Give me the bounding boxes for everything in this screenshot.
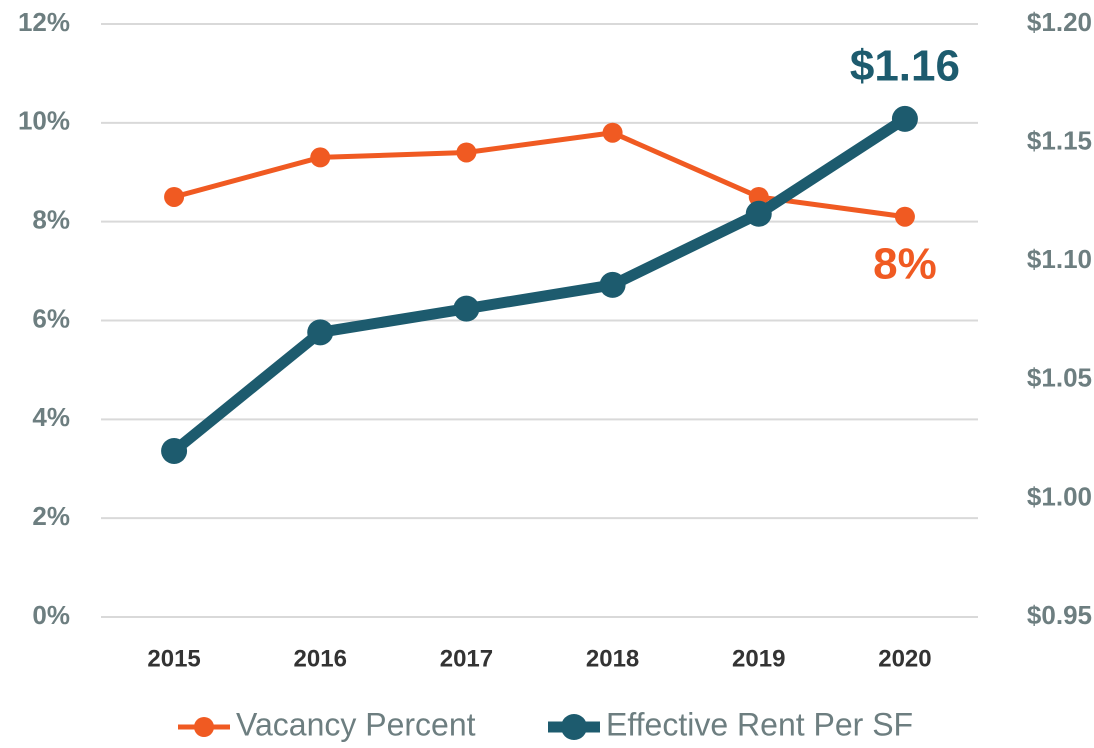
data-label: 8% [873, 239, 937, 288]
x-tick-label: 2017 [440, 645, 493, 672]
y-tick-label: 12% [18, 7, 70, 37]
x-tick-label: 2020 [878, 645, 931, 672]
y2-tick-label: $1.00 [1027, 481, 1092, 511]
y-tick-label: 4% [32, 402, 70, 432]
x-tick-label: 2016 [294, 645, 347, 672]
series-line [170, 114, 908, 456]
x-tick-label: 2018 [586, 645, 639, 672]
series-point [745, 200, 772, 227]
series-point [307, 319, 334, 346]
x-tick-label: 2015 [147, 645, 200, 672]
y-tick-label: 2% [32, 501, 70, 531]
legend-marker [194, 717, 214, 737]
series-point [894, 206, 915, 227]
series-point [164, 186, 185, 207]
y-tick-label: 8% [32, 205, 70, 235]
series-line [173, 130, 906, 220]
y2-tick-label: $0.95 [1027, 600, 1092, 630]
y2-tick-label: $1.20 [1027, 7, 1092, 37]
x-tick-label: 2019 [732, 645, 785, 672]
y-tick-label: 6% [32, 303, 70, 333]
series-point [602, 122, 623, 143]
y2-tick-label: $1.15 [1027, 125, 1092, 155]
series-point [599, 271, 626, 298]
legend-marker [561, 714, 587, 740]
y2-tick-label: $1.10 [1027, 244, 1092, 274]
y-tick-label: 10% [18, 106, 70, 136]
y-tick-label: 0% [32, 600, 70, 630]
series-point [891, 105, 918, 132]
series-point [310, 147, 331, 168]
data-label: $1.16 [850, 42, 960, 91]
series-point [456, 142, 477, 163]
y2-tick-label: $1.05 [1027, 363, 1092, 393]
legend-label: Vacancy Percent [236, 706, 476, 742]
series-point [453, 295, 480, 322]
legend-label: Effective Rent Per SF [606, 706, 913, 742]
series-point [161, 437, 188, 464]
